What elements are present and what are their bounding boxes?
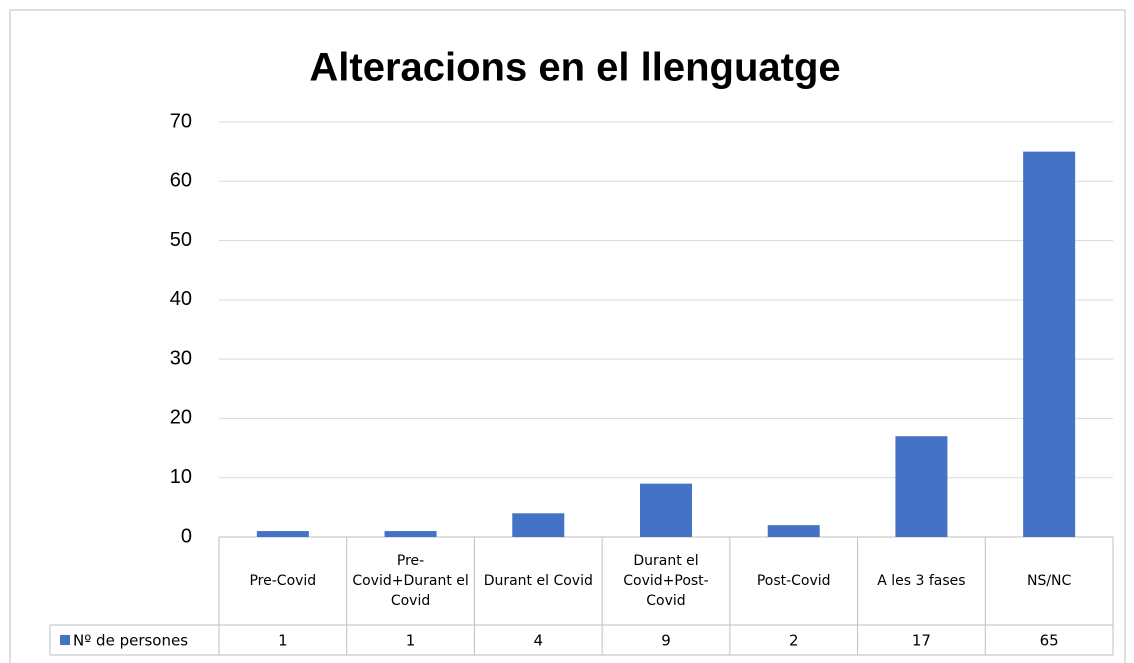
x-tick-label: Pre-Covid — [249, 572, 317, 589]
x-tick-label-box: Pre-Covid — [249, 572, 317, 589]
table-value: 17 — [912, 632, 931, 650]
bar — [767, 525, 820, 537]
bar — [895, 436, 948, 537]
bar — [256, 531, 309, 537]
table-value: 1 — [406, 632, 416, 650]
table-value: 1 — [278, 632, 288, 650]
y-tick-label: 30 — [170, 347, 192, 369]
x-tick-label: Pre-Covid+Durant el Covid — [352, 552, 469, 610]
bar — [640, 483, 692, 537]
y-tick-label: 0 — [181, 525, 192, 547]
bar — [384, 531, 437, 537]
bar — [512, 513, 565, 537]
x-tick-label-box: Pre-Covid+Durant el Covid — [352, 552, 469, 610]
x-tick-label: Durant el Covid — [483, 572, 593, 589]
legend-swatch — [60, 635, 70, 645]
chart-frame — [9, 9, 1126, 663]
x-tick-label: Durant el Covid+Post-Covid — [623, 552, 709, 610]
y-tick-label: 40 — [170, 288, 192, 310]
x-tick-label: NS/NC — [1026, 572, 1072, 589]
table-value: 9 — [661, 632, 671, 650]
y-tick-label: 60 — [170, 170, 192, 192]
y-tick-label: 20 — [170, 407, 192, 429]
x-tick-label-box: A les 3 fases — [877, 572, 966, 589]
table-value: 65 — [1040, 632, 1059, 650]
x-tick-label-box: NS/NC — [1026, 572, 1072, 589]
x-tick-label: A les 3 fases — [877, 572, 966, 589]
bar — [1023, 151, 1076, 537]
table-value: 2 — [789, 632, 799, 650]
legend-label: Nº de persones — [73, 632, 188, 650]
y-tick-label: 70 — [170, 110, 192, 132]
x-tick-label-box: Durant el Covid — [483, 572, 593, 589]
table-value: 4 — [534, 632, 544, 650]
x-tick-label-box: Post-Covid — [756, 572, 831, 589]
chart-title: Alteracions en el llenguatge — [309, 46, 840, 90]
x-tick-label: Post-Covid — [756, 572, 831, 589]
x-tick-label-box: Durant el Covid+Post-Covid — [623, 552, 709, 610]
y-tick-label: 10 — [170, 466, 192, 488]
y-tick-label: 50 — [170, 229, 192, 251]
